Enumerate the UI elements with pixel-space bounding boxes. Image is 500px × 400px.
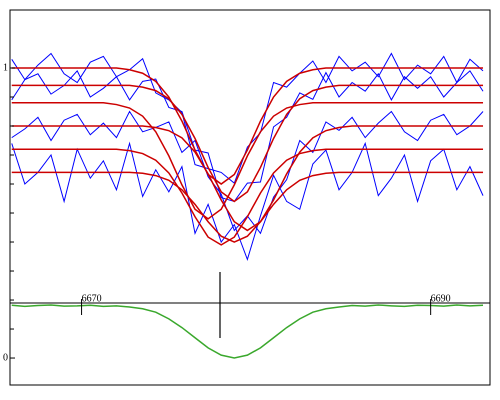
frame bbox=[9, 9, 491, 386]
spectrum-line bbox=[11, 171, 484, 243]
x-tick-label: 6670 bbox=[82, 293, 102, 304]
spectrum-line bbox=[11, 102, 484, 220]
x-tick-label: 6690 bbox=[431, 293, 451, 304]
plot-area bbox=[11, 52, 484, 359]
spectrum-line bbox=[11, 67, 484, 185]
spectrum-line bbox=[11, 304, 484, 359]
spectrum-line bbox=[11, 70, 484, 202]
spectrum-line bbox=[11, 125, 484, 232]
spectrum-line bbox=[11, 84, 484, 203]
spectrum-line bbox=[11, 148, 484, 246]
y-tick-label: 0 bbox=[3, 352, 8, 363]
spectrum-line bbox=[11, 52, 484, 184]
y-tick-label: 1 bbox=[3, 62, 8, 73]
spectrum-line bbox=[11, 141, 484, 261]
